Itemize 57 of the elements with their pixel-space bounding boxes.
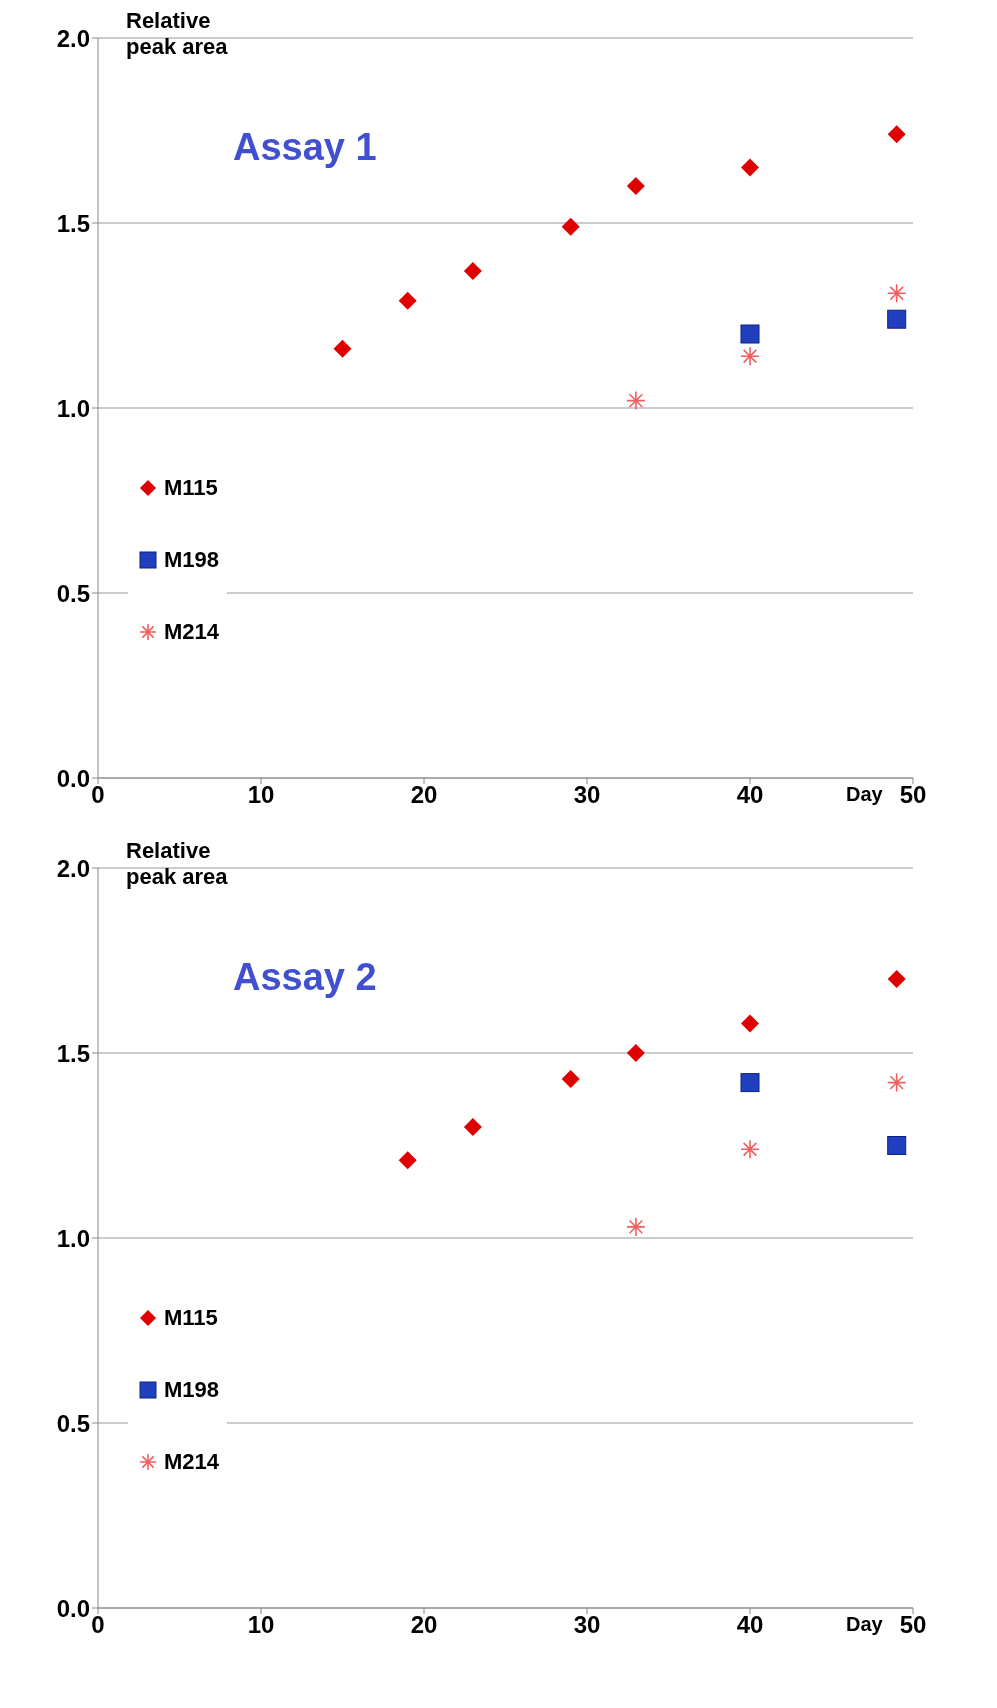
point	[463, 1118, 482, 1136]
x-tick-label: 0	[91, 781, 105, 809]
x-tick-label: 40	[736, 781, 764, 809]
point	[740, 346, 760, 366]
point	[741, 1014, 759, 1033]
y-tick-label: 1.0	[56, 1224, 90, 1252]
x-tick-label: 40	[736, 1611, 764, 1639]
y-tick-label: 2.0	[56, 24, 90, 52]
point	[887, 125, 906, 144]
point	[887, 970, 906, 988]
legend-label: M115	[164, 475, 218, 501]
point	[887, 309, 907, 329]
y-tick-label: 1.0	[56, 394, 90, 422]
x-axis-title: Day	[846, 783, 883, 806]
x-tick-label: 10	[247, 1611, 275, 1639]
y-tick-label: 0.5	[56, 579, 90, 607]
y-tick-label: 0.0	[56, 764, 90, 792]
legend-label: M214	[164, 1449, 220, 1475]
point	[626, 177, 645, 195]
annotation: Assay 1	[233, 126, 377, 169]
x-tick-label: 20	[410, 781, 438, 809]
x-tick-label: 30	[573, 1611, 601, 1639]
point	[626, 1217, 646, 1237]
point	[886, 1072, 907, 1093]
point	[887, 1136, 907, 1155]
x-tick-label: 30	[573, 781, 601, 809]
legend-label: M198	[164, 1377, 220, 1403]
y-axis-title: Relative peak area	[126, 838, 229, 890]
point	[463, 262, 482, 281]
legend-label: M198	[164, 547, 220, 573]
legend-label: M214	[164, 619, 220, 645]
point	[626, 390, 646, 411]
y-tick-label: 0.5	[56, 1409, 90, 1437]
point	[398, 291, 417, 310]
x-axis-title: Day	[846, 1613, 883, 1636]
point	[561, 1069, 580, 1088]
point	[561, 217, 580, 236]
y-tick-label: 2.0	[56, 854, 90, 882]
point	[886, 283, 907, 304]
x-tick-label: 50	[899, 781, 927, 809]
y-axis-title: Relative peak area	[126, 8, 229, 60]
x-tick-label: 20	[410, 1611, 438, 1639]
point	[626, 1044, 645, 1062]
point	[740, 1073, 760, 1093]
point	[740, 1139, 760, 1159]
point	[740, 324, 760, 344]
point	[333, 339, 352, 358]
point	[398, 1151, 417, 1170]
y-tick-label: 1.5	[56, 209, 90, 237]
x-tick-label: 0	[91, 1611, 105, 1639]
annotation: Assay 2	[233, 956, 377, 999]
y-tick-label: 0.0	[56, 1594, 90, 1622]
x-tick-label: 50	[899, 1611, 927, 1639]
x-tick-label: 10	[247, 781, 275, 809]
point	[741, 158, 759, 177]
y-tick-label: 1.5	[56, 1039, 90, 1067]
legend-label: M115	[164, 1305, 218, 1331]
